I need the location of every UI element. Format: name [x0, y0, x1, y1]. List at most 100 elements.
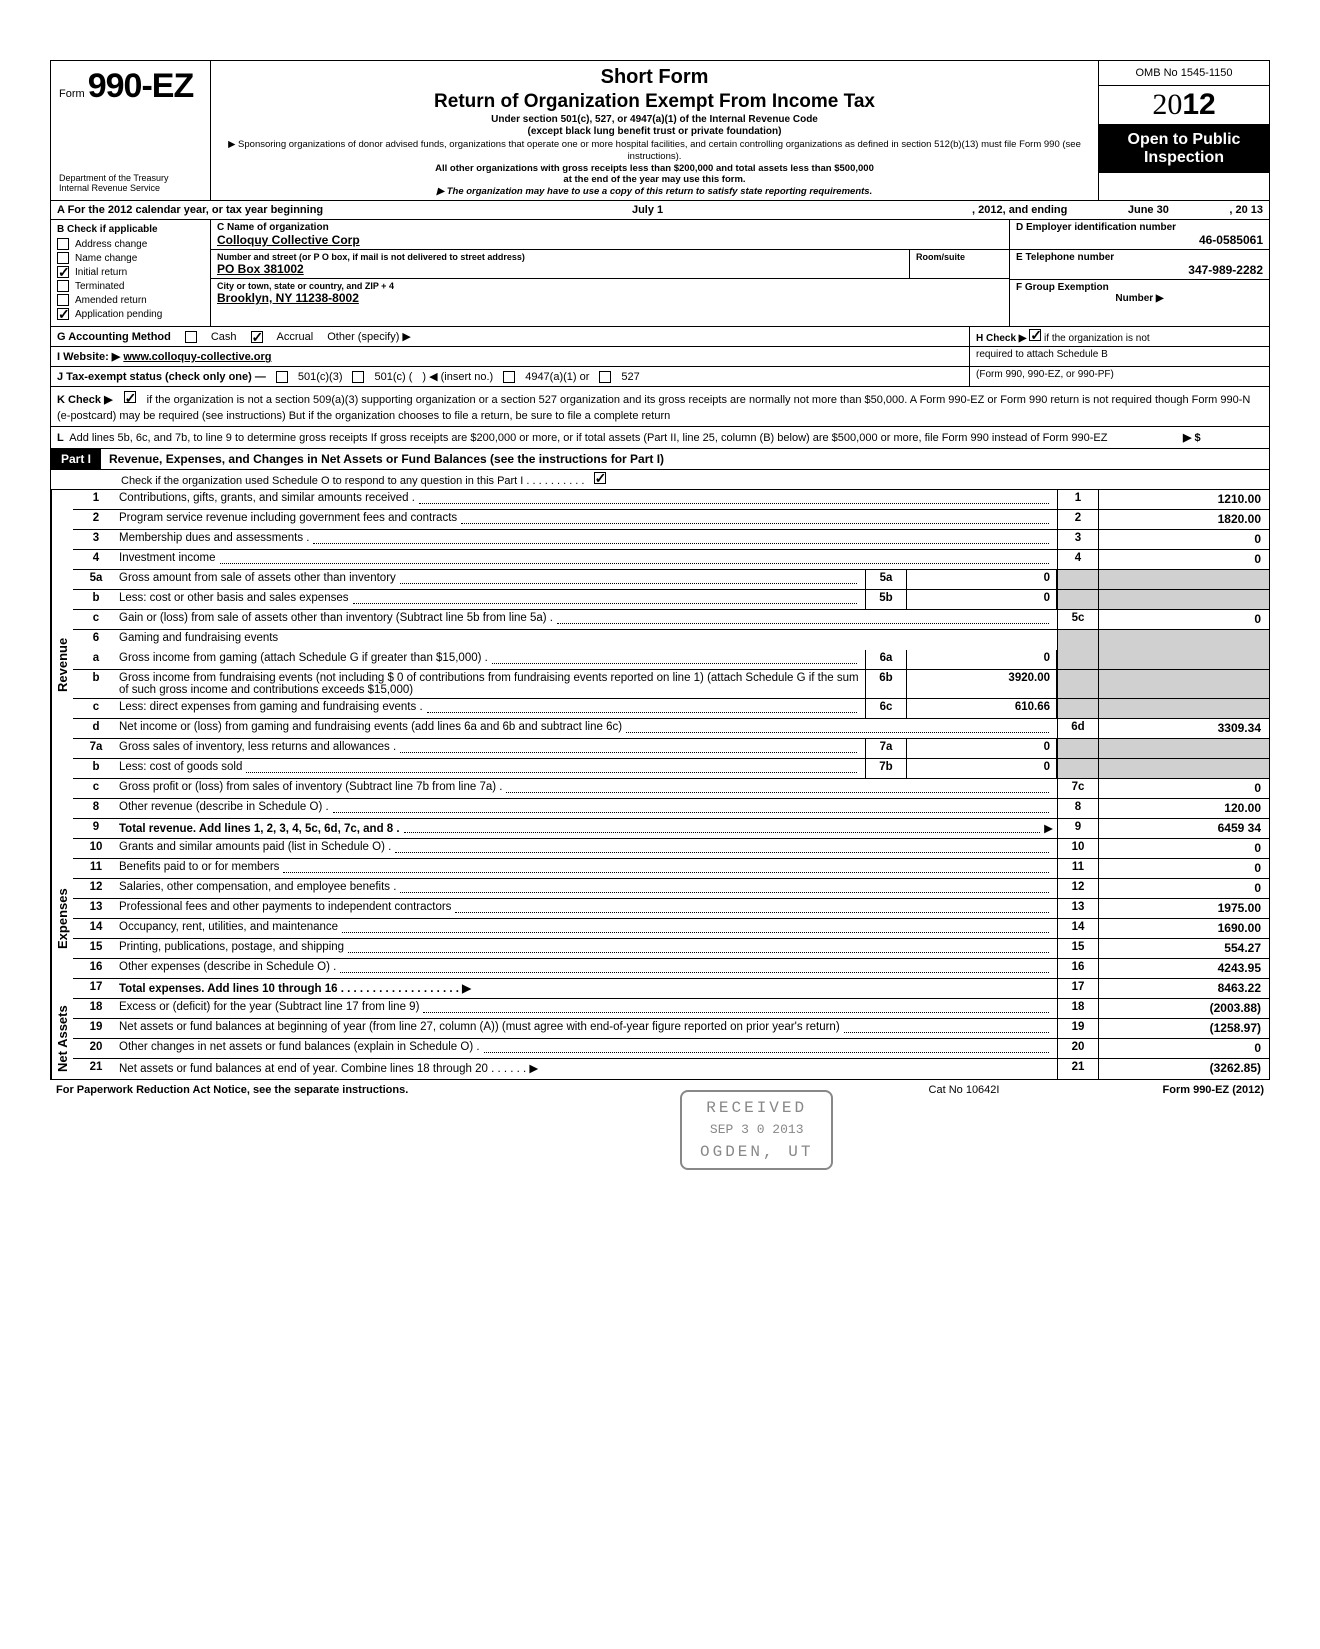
- ln8-desc: Other revenue (describe in Schedule O) .: [119, 801, 329, 813]
- ln9-rn: 9: [1057, 819, 1099, 838]
- net-assets-section: Net Assets 18Excess or (deficit) for the…: [51, 999, 1269, 1079]
- ln6c-num: c: [73, 699, 119, 718]
- chk-4947[interactable]: [503, 371, 515, 383]
- ln14-rn: 14: [1057, 919, 1099, 938]
- ln10-num: 10: [73, 839, 119, 858]
- row-j: J Tax-exempt status (check only one) — 5…: [51, 367, 1269, 387]
- c-city: Brooklyn, NY 11238-8002: [217, 291, 1003, 305]
- k-text: if the organization is not a section 509…: [57, 394, 1250, 421]
- ln3-val: 0: [1099, 530, 1269, 549]
- chk-amended[interactable]: Amended return: [57, 294, 204, 306]
- chk-name-change[interactable]: Name change: [57, 252, 204, 264]
- ln16-val: 4243.95: [1099, 959, 1269, 978]
- chk-h[interactable]: [1029, 329, 1041, 341]
- chk-app-pending[interactable]: Application pending: [57, 308, 204, 320]
- ln12-val: 0: [1099, 879, 1269, 898]
- entity-block: B Check if applicable Address change Nam…: [51, 220, 1269, 327]
- d-ein: 46-0585061: [1016, 233, 1263, 247]
- chk-501c3[interactable]: [276, 371, 288, 383]
- ln16-num: 16: [73, 959, 119, 978]
- ln5b-mv: 0: [907, 590, 1057, 609]
- expenses-side-label: Expenses: [51, 839, 73, 999]
- ln9-desc: Total revenue. Add lines 1, 2, 3, 4, 5c,…: [119, 823, 400, 835]
- year-prefix: 20: [1152, 88, 1182, 121]
- ln6b-desc: Gross income from fundraising events (no…: [119, 672, 861, 696]
- chk-initial-return[interactable]: Initial return: [57, 266, 204, 278]
- ln4-num: 4: [73, 550, 119, 569]
- ln9-num: 9: [73, 819, 119, 838]
- j-4947: 4947(a)(1) or: [525, 371, 589, 383]
- ln12-desc: Salaries, other compensation, and employ…: [119, 881, 396, 893]
- ln6b-mv: 3920.00: [907, 670, 1057, 698]
- ln18-val: (2003.88): [1099, 999, 1269, 1018]
- chk-527[interactable]: [599, 371, 611, 383]
- ln5b-rn: [1057, 590, 1099, 609]
- row-g-h: G Accounting Method Cash Accrual Other (…: [51, 327, 1269, 347]
- open-line2: Inspection: [1103, 149, 1265, 167]
- section-c-org: C Name of organization Colloquy Collecti…: [211, 220, 1009, 326]
- ln17-rn: 17: [1057, 979, 1099, 998]
- period-label: A For the 2012 calendar year, or tax yea…: [57, 204, 323, 216]
- chk-cash[interactable]: [185, 331, 197, 343]
- revenue-side-label: Revenue: [51, 490, 73, 839]
- chk-terminated[interactable]: Terminated: [57, 280, 204, 292]
- ln6a-mn: 6a: [865, 650, 907, 669]
- chk-schedule-o[interactable]: [594, 472, 606, 484]
- ln5a-desc: Gross amount from sale of assets other t…: [119, 572, 396, 584]
- ln5a-rv: [1099, 570, 1269, 589]
- form-990ez: Form 990-EZ Department of the Treasury I…: [50, 60, 1270, 1080]
- h-text2: required to attach Schedule B: [969, 347, 1269, 366]
- ln2-num: 2: [73, 510, 119, 529]
- ln17-num: 17: [73, 979, 119, 998]
- ln7a-rv: [1099, 739, 1269, 758]
- ln13-num: 13: [73, 899, 119, 918]
- ln8-num: 8: [73, 799, 119, 818]
- ln1-num: 1: [73, 490, 119, 509]
- ln17-val: 8463.22: [1099, 979, 1269, 998]
- chk-501c[interactable]: [352, 371, 364, 383]
- ln19-val: (1258.97): [1099, 1019, 1269, 1038]
- netassets-side-label: Net Assets: [51, 999, 73, 1079]
- chk-k[interactable]: [124, 391, 136, 403]
- ln6c-rn: [1057, 699, 1099, 718]
- row-a-period: A For the 2012 calendar year, or tax yea…: [51, 201, 1269, 220]
- ln3-num: 3: [73, 530, 119, 549]
- h-text1: if the organization is not: [1044, 333, 1150, 344]
- received-stamp: RECEIVED SEP 3 0 2013 OGDEN, UT: [680, 1090, 833, 1170]
- c-name-label: C Name of organization: [217, 222, 1003, 233]
- ln20-num: 20: [73, 1039, 119, 1058]
- c-city-label: City or town, state or country, and ZIP …: [217, 281, 1003, 291]
- ln6-rn: [1057, 630, 1099, 650]
- part-1-header: Part I Revenue, Expenses, and Changes in…: [51, 449, 1269, 470]
- ln1-val: 1210.00: [1099, 490, 1269, 509]
- ln9-val: 6459 34: [1099, 819, 1269, 838]
- instruction-2: All other organizations with gross recei…: [435, 163, 874, 174]
- g-label: G Accounting Method: [57, 331, 171, 343]
- i-label: I Website: ▶: [57, 351, 120, 363]
- f-group-number: Number ▶: [1016, 293, 1263, 304]
- ln21-num: 21: [73, 1059, 119, 1079]
- subtitle-2: (except black lung benefit trust or priv…: [219, 126, 1090, 139]
- period-begin: July 1: [329, 204, 966, 216]
- revenue-section: Revenue 1Contributions, gifts, grants, a…: [51, 490, 1269, 839]
- footer-form: Form 990-EZ (2012): [1064, 1084, 1264, 1096]
- omb-number: OMB No 1545-1150: [1099, 61, 1269, 86]
- ln6c-mv: 610.66: [907, 699, 1057, 718]
- open-to-public: Open to Public Inspection: [1099, 124, 1269, 173]
- instruction-3: at the end of the year may use this form…: [563, 174, 745, 185]
- tax-year: 2012: [1099, 86, 1269, 124]
- period-end: June 30: [1073, 204, 1223, 216]
- chk-accrual[interactable]: [251, 331, 263, 343]
- chk-address-change[interactable]: Address change: [57, 238, 204, 250]
- section-b-checkboxes: B Check if applicable Address change Nam…: [51, 220, 211, 326]
- form-prefix: Form: [59, 88, 85, 100]
- row-i: I Website: ▶ www.colloquy-collective.org…: [51, 347, 1269, 367]
- ln7a-desc: Gross sales of inventory, less returns a…: [119, 741, 396, 753]
- ln7c-rn: 7c: [1057, 779, 1099, 798]
- section-def: D Employer identification number 46-0585…: [1009, 220, 1269, 326]
- ln6-rv: [1099, 630, 1269, 650]
- ln5b-rv: [1099, 590, 1269, 609]
- ln7c-desc: Gross profit or (loss) from sales of inv…: [119, 781, 502, 793]
- j-insert: ) ◀ (insert no.): [422, 370, 493, 383]
- ln5b-num: b: [73, 590, 119, 609]
